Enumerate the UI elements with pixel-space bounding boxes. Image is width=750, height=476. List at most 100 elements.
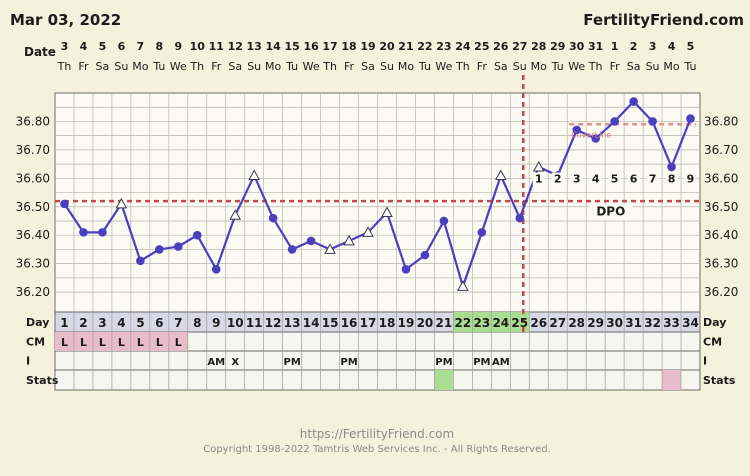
date-label: 21	[398, 40, 413, 53]
date-label: 31	[588, 40, 603, 53]
weekday-label: Fr	[477, 60, 488, 73]
intercourse-value: AM	[492, 357, 510, 368]
temperature-point	[420, 250, 430, 260]
temperature-point	[229, 209, 242, 220]
temperature-series-line	[63, 99, 692, 291]
temperature-point	[324, 243, 336, 254]
temperature-point	[494, 169, 507, 180]
cycle-day-number: 22	[455, 316, 472, 330]
weekday-label: Sa	[96, 60, 110, 73]
date-label: 13	[247, 40, 262, 53]
cycle-day-number: 1	[60, 316, 68, 330]
cm-value: L	[80, 336, 87, 349]
cycle-day-number: 5	[136, 316, 144, 330]
date-label: 10	[190, 40, 206, 53]
fertile-day-cell	[472, 312, 492, 332]
dpo-number-bg	[589, 172, 602, 186]
cycle-day-number: 6	[155, 316, 163, 330]
weekday-label: Fr	[610, 60, 621, 73]
weekday-label: Tu	[418, 60, 431, 73]
y-tick-label-left: 36.50	[16, 200, 50, 214]
cycle-day-number: 9	[212, 316, 220, 330]
date-label: 4	[80, 40, 88, 53]
date-label: 22	[417, 40, 432, 53]
weekday-label: Su	[513, 60, 527, 73]
weekday-label: Fr	[211, 60, 222, 73]
temperature-point	[610, 117, 619, 126]
cycle-day-number: 10	[227, 316, 244, 330]
cycle-day-number: 30	[606, 316, 623, 330]
weekday-label: Th	[189, 60, 204, 73]
y-tick-label-right: 36.20	[704, 285, 738, 299]
cm-value: L	[137, 336, 144, 349]
temperature-point	[439, 216, 449, 226]
cycle-day-number: 32	[644, 316, 661, 330]
temperature-point	[155, 245, 164, 254]
dpo-number: 1	[535, 173, 543, 186]
date-label: 26	[493, 40, 509, 53]
dpo-number: 7	[649, 173, 657, 186]
cycle-day-number: 34	[682, 316, 699, 330]
cycle-day-number: 27	[549, 316, 566, 330]
temperature-point	[136, 256, 145, 266]
temperature-point	[192, 230, 202, 240]
date-label: 16	[303, 40, 319, 53]
intercourse-value: X	[231, 357, 239, 368]
weekday-label: Fr	[344, 60, 355, 73]
dpo-number: 5	[611, 173, 619, 186]
date-label: 1	[611, 40, 619, 53]
temperature-point	[401, 265, 411, 274]
temperature-point	[515, 213, 525, 223]
stats-mark	[662, 370, 682, 390]
weekday-label: We	[303, 60, 320, 73]
temperature-point	[532, 160, 545, 172]
dpo-number: 3	[573, 173, 581, 186]
weekday-label: Mo	[663, 60, 679, 73]
dpo-number-bg	[608, 172, 621, 186]
cycle-day-number: 8	[193, 316, 201, 330]
cm-cell-highlight	[149, 332, 169, 351]
weekday-label: Th	[455, 60, 470, 73]
cycle-day-number: 18	[379, 316, 396, 330]
cm-value: L	[61, 336, 68, 349]
temperature-point	[174, 242, 183, 251]
temperature-point	[457, 280, 469, 291]
weekday-label: Su	[114, 60, 128, 73]
date-label: 12	[228, 40, 243, 53]
dpo-label: DPO	[596, 204, 625, 218]
day-row-label-right: Day	[703, 316, 726, 329]
weekday-label: We	[568, 60, 585, 73]
cm-value: L	[156, 336, 163, 349]
cycle-day-number: 19	[398, 316, 415, 330]
temperature-point	[667, 162, 676, 172]
dpo-number: 9	[687, 173, 695, 186]
weekday-label: Tu	[285, 60, 298, 73]
weekday-label: Mo	[265, 60, 281, 73]
cycle-day-number: 14	[303, 316, 320, 330]
dpo-number-bg	[646, 172, 659, 186]
weekday-label: Su	[380, 60, 394, 73]
temperature-point	[572, 125, 581, 135]
cycle-day-number: 13	[284, 316, 301, 330]
dpo-number: 2	[554, 173, 562, 186]
weekday-label: We	[170, 60, 187, 73]
date-label: 6	[118, 40, 126, 53]
brand-name: FertilityFriend.com	[583, 11, 744, 29]
temperature-point	[60, 199, 69, 209]
y-tick-label-right: 36.40	[704, 228, 738, 242]
date-label: 28	[531, 40, 546, 53]
weekday-label: Su	[646, 60, 660, 73]
y-tick-label-left: 36.30	[16, 257, 50, 271]
cycle-day-number: 12	[265, 316, 282, 330]
cycle-day-number: 21	[436, 316, 453, 330]
date-label: 4	[668, 40, 676, 53]
temperature-point	[629, 97, 638, 106]
coverline-label: CoverLine	[571, 130, 611, 139]
y-tick-label-left: 36.20	[16, 285, 50, 299]
intercourse-value: AM	[207, 357, 225, 368]
y-tick-label-right: 36.70	[704, 143, 738, 157]
cycle-day-number: 7	[174, 316, 182, 330]
dpo-number-bg	[665, 172, 678, 186]
date-label: 11	[209, 40, 224, 53]
